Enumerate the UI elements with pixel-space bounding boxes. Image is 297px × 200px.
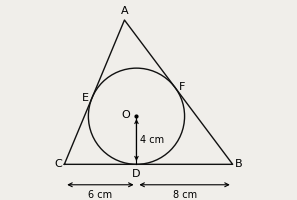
Text: 6 cm: 6 cm [88,190,113,200]
Text: B: B [235,159,243,169]
Text: 4 cm: 4 cm [140,135,164,145]
Text: E: E [81,93,89,103]
Text: C: C [54,159,62,169]
Text: F: F [178,82,185,92]
Text: D: D [132,169,141,179]
Text: A: A [121,6,128,16]
Text: 8 cm: 8 cm [173,190,197,200]
Text: O: O [122,110,130,120]
